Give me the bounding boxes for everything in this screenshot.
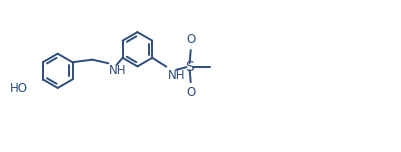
Text: O: O bbox=[186, 33, 195, 46]
Text: S: S bbox=[185, 60, 194, 74]
Text: NH: NH bbox=[109, 64, 126, 77]
Text: O: O bbox=[186, 86, 195, 99]
Text: NH: NH bbox=[168, 69, 185, 82]
Text: HO: HO bbox=[10, 82, 28, 95]
